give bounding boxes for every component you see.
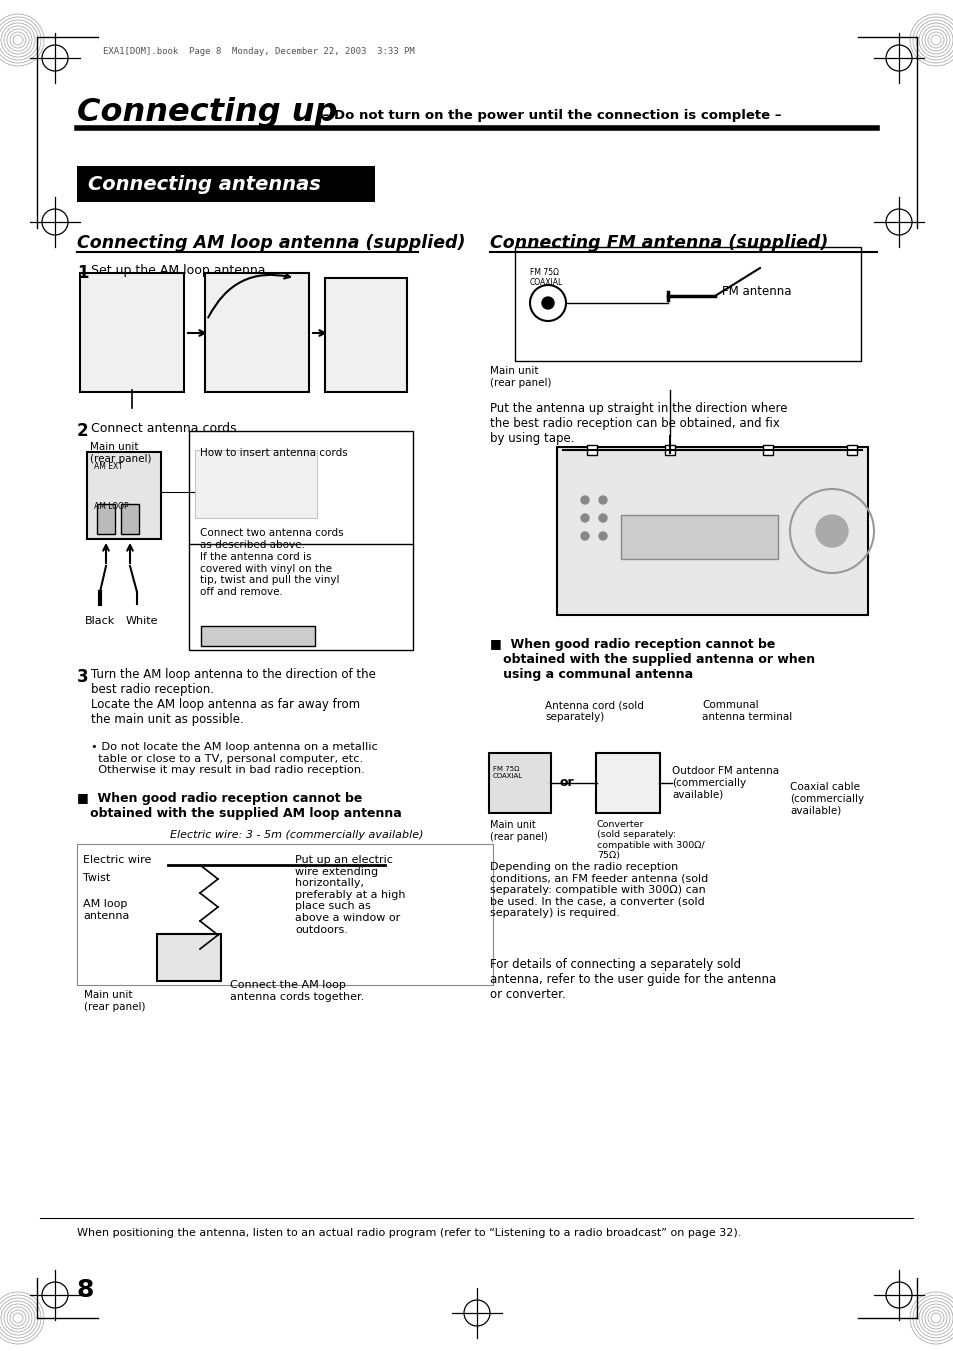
Text: FM 75Ω
COAXIAL: FM 75Ω COAXIAL	[530, 267, 562, 288]
Text: Connecting FM antenna (supplied): Connecting FM antenna (supplied)	[490, 234, 827, 253]
Text: Electric wire: Electric wire	[83, 855, 152, 865]
FancyBboxPatch shape	[586, 444, 597, 455]
Text: FM antenna: FM antenna	[721, 285, 791, 299]
Circle shape	[580, 513, 588, 521]
Text: How to insert antenna cords: How to insert antenna cords	[200, 449, 348, 458]
Text: Coaxial cable
(commercially
available): Coaxial cable (commercially available)	[789, 782, 863, 815]
FancyBboxPatch shape	[325, 278, 407, 392]
Text: Antenna cord (sold
separately): Antenna cord (sold separately)	[544, 700, 643, 721]
Text: or: or	[559, 775, 574, 789]
Text: ■  When good radio reception cannot be
   obtained with the supplied AM loop ant: ■ When good radio reception cannot be ob…	[77, 792, 401, 820]
Text: Main unit
(rear panel): Main unit (rear panel)	[490, 366, 551, 388]
Text: AM loop
antenna: AM loop antenna	[83, 898, 130, 920]
FancyBboxPatch shape	[489, 753, 551, 813]
Text: Put the antenna up straight in the direction where
the best radio reception can : Put the antenna up straight in the direc…	[490, 403, 786, 444]
Text: If the antenna cord is
covered with vinyl on the
tip, twist and pull the vinyl
o: If the antenna cord is covered with viny…	[200, 553, 339, 597]
Text: 1: 1	[77, 263, 89, 282]
Circle shape	[541, 297, 554, 309]
FancyBboxPatch shape	[77, 166, 375, 203]
FancyBboxPatch shape	[189, 431, 413, 544]
Text: ■  When good radio reception cannot be
   obtained with the supplied antenna or : ■ When good radio reception cannot be ob…	[490, 638, 814, 681]
Text: Connecting antennas: Connecting antennas	[88, 174, 320, 193]
Text: Communal
antenna terminal: Communal antenna terminal	[701, 700, 791, 721]
Text: Twist: Twist	[83, 873, 111, 884]
Circle shape	[815, 515, 847, 547]
Circle shape	[598, 513, 606, 521]
Text: White: White	[126, 616, 158, 626]
Text: Outdoor FM antenna
(commercially
available): Outdoor FM antenna (commercially availab…	[671, 766, 779, 800]
FancyBboxPatch shape	[596, 753, 659, 813]
FancyBboxPatch shape	[205, 273, 309, 392]
Circle shape	[580, 496, 588, 504]
FancyBboxPatch shape	[97, 504, 115, 534]
Text: EXA1[DOM].book  Page 8  Monday, December 22, 2003  3:33 PM: EXA1[DOM].book Page 8 Monday, December 2…	[103, 47, 415, 57]
Text: Connecting AM loop antenna (supplied): Connecting AM loop antenna (supplied)	[77, 234, 465, 253]
Text: Connecting up: Connecting up	[77, 96, 337, 127]
Text: Connect two antenna cords
as described above.: Connect two antenna cords as described a…	[200, 528, 343, 550]
FancyBboxPatch shape	[189, 544, 413, 650]
Text: • Do not locate the AM loop antenna on a metallic
  table or close to a TV, pers: • Do not locate the AM loop antenna on a…	[91, 742, 377, 775]
Text: Converter
(sold separately:
compatible with 300Ω/
75Ω): Converter (sold separately: compatible w…	[597, 820, 704, 861]
FancyBboxPatch shape	[762, 444, 772, 455]
Text: Main unit
(rear panel): Main unit (rear panel)	[84, 990, 146, 1012]
Text: Main unit
(rear panel): Main unit (rear panel)	[490, 820, 547, 842]
Circle shape	[598, 532, 606, 540]
Text: Black: Black	[85, 616, 115, 626]
Text: Turn the AM loop antenna to the direction of the
best radio reception.
Locate th: Turn the AM loop antenna to the directio…	[91, 667, 375, 725]
FancyBboxPatch shape	[77, 844, 493, 985]
Circle shape	[580, 532, 588, 540]
Text: Electric wire: 3 - 5m (commercially available): Electric wire: 3 - 5m (commercially avai…	[170, 830, 423, 840]
Text: For details of connecting a separately sold
antenna, refer to the user guide for: For details of connecting a separately s…	[490, 958, 776, 1001]
Text: Depending on the radio reception
conditions, an FM feeder antenna (sold
separate: Depending on the radio reception conditi…	[490, 862, 707, 919]
Text: When positioning the antenna, listen to an actual radio program (refer to “Liste: When positioning the antenna, listen to …	[77, 1228, 740, 1238]
FancyBboxPatch shape	[87, 453, 161, 539]
FancyBboxPatch shape	[620, 515, 778, 559]
FancyBboxPatch shape	[557, 447, 867, 615]
Text: Connect the AM loop
antenna cords together.: Connect the AM loop antenna cords togeth…	[230, 979, 364, 1001]
Text: Main unit
(rear panel): Main unit (rear panel)	[90, 442, 152, 463]
Text: Put up an electric
wire extending
horizontally,
preferably at a high
place such : Put up an electric wire extending horizo…	[294, 855, 405, 935]
Circle shape	[598, 496, 606, 504]
FancyBboxPatch shape	[157, 934, 221, 981]
Text: Set up the AM loop antenna.: Set up the AM loop antenna.	[91, 263, 269, 277]
Text: 3: 3	[77, 667, 89, 686]
FancyBboxPatch shape	[80, 273, 184, 392]
Text: Connect antenna cords.: Connect antenna cords.	[91, 422, 240, 435]
FancyBboxPatch shape	[846, 444, 856, 455]
Text: 2: 2	[77, 422, 89, 440]
FancyBboxPatch shape	[201, 626, 314, 646]
FancyBboxPatch shape	[121, 504, 139, 534]
Text: AM EXT: AM EXT	[94, 462, 123, 471]
FancyBboxPatch shape	[515, 247, 861, 361]
FancyBboxPatch shape	[194, 450, 316, 517]
Text: 8: 8	[77, 1278, 94, 1302]
Text: – Do not turn on the power until the connection is complete –: – Do not turn on the power until the con…	[317, 108, 781, 122]
Text: AM LOOP: AM LOOP	[94, 503, 129, 511]
Text: FM 75Ω
COAXIAL: FM 75Ω COAXIAL	[493, 766, 522, 780]
FancyBboxPatch shape	[664, 444, 675, 455]
